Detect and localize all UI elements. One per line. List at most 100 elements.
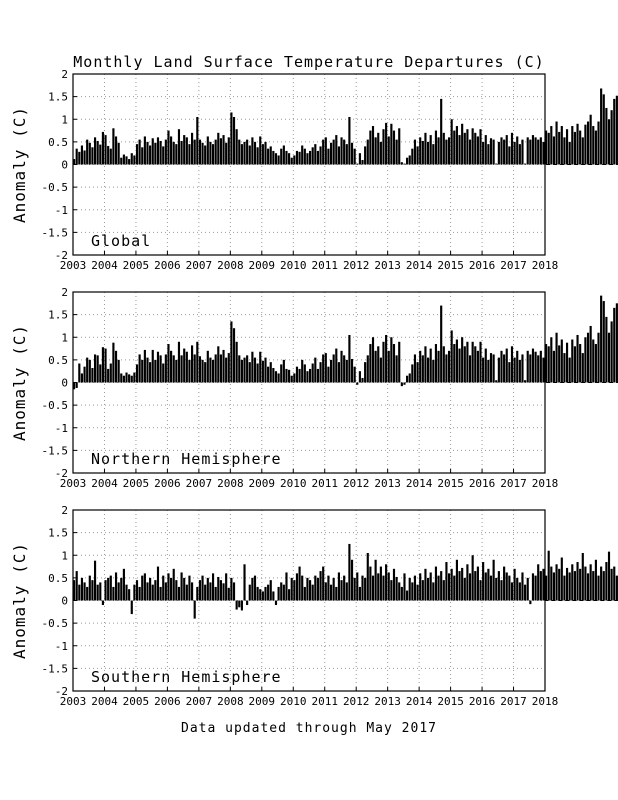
- data-bar: [461, 337, 464, 383]
- data-bar: [531, 348, 535, 383]
- data-bar: [586, 573, 590, 601]
- data-bar: [390, 123, 393, 165]
- data-bar: [416, 584, 419, 601]
- data-bar: [141, 575, 144, 601]
- data-bar: [201, 142, 204, 165]
- data-bar: [584, 124, 587, 165]
- data-bar: [201, 575, 204, 601]
- data-bar: [251, 137, 254, 165]
- data-bar: [560, 126, 563, 165]
- data-bar: [437, 575, 440, 601]
- data-bar: [185, 137, 188, 165]
- data-bar: [615, 303, 618, 383]
- data-bar: [285, 572, 288, 601]
- data-bar: [369, 566, 372, 601]
- data-bar: [468, 573, 472, 601]
- data-bar: [474, 346, 477, 383]
- data-bar: [573, 571, 576, 601]
- data-bar: [358, 371, 361, 383]
- data-bar: [505, 572, 508, 601]
- x-tick-label: 2011: [311, 259, 338, 272]
- data-bar: [93, 354, 97, 383]
- data-bar: [78, 363, 81, 383]
- data-bar: [170, 136, 173, 165]
- data-bar: [101, 600, 104, 606]
- x-tick-label: 2018: [532, 259, 559, 272]
- data-bar: [130, 153, 133, 165]
- data-bar: [138, 139, 141, 165]
- data-bar: [248, 362, 251, 383]
- x-tick-label: 2015: [437, 259, 464, 272]
- data-bar: [442, 132, 445, 165]
- data-bar: [424, 568, 427, 601]
- data-bar: [476, 350, 479, 383]
- data-bar: [109, 575, 112, 601]
- data-bar: [295, 573, 299, 601]
- data-bar: [550, 566, 553, 601]
- data-bar: [576, 123, 579, 165]
- data-bar: [337, 146, 340, 165]
- data-bar: [314, 357, 317, 383]
- data-bar: [434, 130, 438, 165]
- data-bar: [293, 580, 296, 601]
- data-bar: [497, 141, 500, 165]
- data-bar: [379, 357, 382, 383]
- data-bar: [408, 373, 411, 383]
- data-bar: [188, 575, 191, 601]
- data-bar: [259, 351, 262, 383]
- data-bar: [130, 375, 133, 383]
- data-bar: [356, 382, 359, 385]
- data-bar: [193, 600, 196, 619]
- data-bar: [253, 357, 257, 383]
- data-bar: [411, 582, 414, 601]
- data-bar: [306, 371, 309, 383]
- data-bar: [377, 346, 380, 383]
- data-bar: [411, 148, 414, 165]
- data-bar: [471, 341, 474, 383]
- y-tick-label: 1.5: [48, 91, 68, 104]
- data-bar: [214, 586, 217, 601]
- data-bar: [602, 301, 605, 383]
- data-bar: [117, 359, 120, 383]
- data-bar: [151, 349, 154, 383]
- data-bar: [479, 341, 482, 383]
- data-bar: [589, 325, 592, 383]
- x-tick-label: 2013: [374, 259, 401, 272]
- data-bar: [440, 98, 443, 165]
- data-bar: [193, 354, 196, 383]
- data-bar: [571, 126, 574, 165]
- data-bar: [526, 350, 529, 383]
- data-bar: [329, 359, 333, 383]
- data-bar: [387, 136, 390, 165]
- data-bar: [232, 116, 236, 165]
- data-bar: [408, 577, 411, 601]
- data-bar: [345, 144, 348, 165]
- data-bar: [539, 571, 542, 601]
- y-tick-label: 1: [61, 113, 68, 126]
- data-bar: [198, 139, 202, 165]
- panel-label: Northern Hemisphere: [91, 450, 282, 468]
- data-bar: [537, 564, 540, 601]
- y-tick-label: 1: [61, 549, 68, 562]
- data-bar: [421, 580, 424, 601]
- data-bar: [555, 121, 558, 165]
- data-bar: [529, 354, 532, 383]
- x-tick-label: 2014: [406, 695, 433, 708]
- data-bar: [135, 144, 139, 165]
- x-tick-label: 2016: [469, 695, 496, 708]
- data-bar: [573, 346, 576, 383]
- data-bar: [600, 88, 603, 165]
- data-bar: [332, 354, 335, 383]
- data-bar: [322, 139, 325, 165]
- data-bar: [492, 559, 495, 601]
- data-bar: [261, 591, 264, 601]
- data-bar: [335, 586, 338, 601]
- data-bar: [542, 568, 545, 601]
- data-bar: [91, 147, 94, 165]
- data-bar: [558, 131, 561, 165]
- data-bar: [416, 146, 419, 165]
- data-bar: [301, 145, 304, 165]
- data-bar: [177, 341, 181, 383]
- data-bar: [607, 119, 611, 165]
